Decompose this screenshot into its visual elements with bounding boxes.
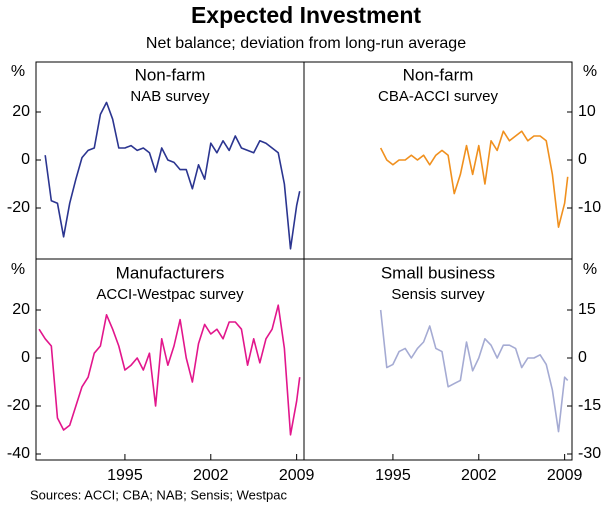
- x-tick-label: 2002: [193, 467, 229, 484]
- y-tick-label: 0: [578, 349, 587, 366]
- y-tick-label: 20: [12, 301, 30, 318]
- panel-title: Manufacturers: [116, 263, 225, 282]
- y-tick-label: -10: [578, 199, 601, 216]
- y-axis-unit: %: [11, 63, 25, 80]
- panel-subtitle: ACCI-Westpac survey: [96, 286, 244, 303]
- y-tick-label: 15: [578, 301, 596, 318]
- y-tick-label: -15: [578, 397, 601, 414]
- x-tick-label: 1995: [375, 467, 411, 484]
- chart-title: Expected Investment: [191, 2, 421, 28]
- source: Sources: ACCI; CBA; NAB; Sensis; Westpac: [30, 487, 287, 502]
- y-tick-label: -20: [7, 199, 30, 216]
- panel-subtitle: NAB survey: [130, 88, 210, 105]
- x-tick-label: 2009: [279, 467, 315, 484]
- x-tick-label: 1995: [107, 467, 143, 484]
- y-axis-unit: %: [583, 261, 597, 278]
- panel-title: Non-farm: [403, 65, 474, 84]
- series-line: [44, 101, 301, 250]
- series-line: [38, 304, 301, 436]
- y-axis-unit: %: [11, 261, 25, 278]
- y-tick-label: 10: [578, 103, 596, 120]
- panel-title: Non-farm: [135, 65, 206, 84]
- panel-subtitle: Sensis survey: [391, 286, 485, 303]
- x-tick-label: 2002: [461, 467, 497, 484]
- y-tick-label: 0: [21, 151, 30, 168]
- y-tick-label: 20: [12, 103, 30, 120]
- x-tick-label: 2009: [547, 467, 583, 484]
- y-axis-unit: %: [583, 63, 597, 80]
- panel-subtitle: CBA-ACCI survey: [378, 88, 499, 105]
- y-tick-label: -30: [578, 445, 601, 462]
- y-tick-label: 0: [578, 151, 587, 168]
- series-line: [379, 130, 569, 228]
- y-tick-label: -20: [7, 397, 30, 414]
- y-tick-label: -40: [7, 445, 30, 462]
- panel-title: Small business: [381, 263, 495, 282]
- y-tick-label: 0: [21, 349, 30, 366]
- chart-subtitle: Net balance; deviation from long-run ave…: [146, 35, 466, 52]
- series-line: [379, 309, 569, 433]
